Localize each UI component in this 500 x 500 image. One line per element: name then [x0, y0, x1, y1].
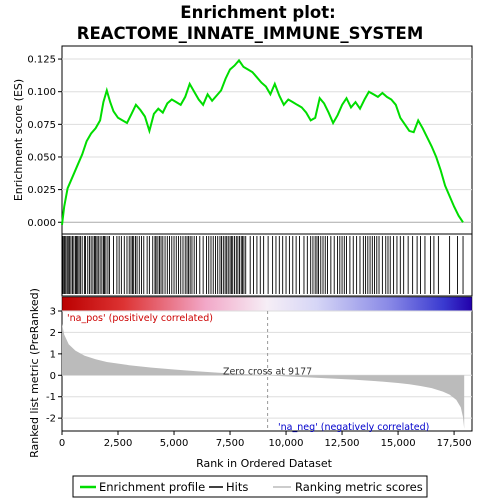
- zero-cross-label: Zero cross at 9177: [223, 366, 312, 377]
- metric-y-tick-label: 0: [50, 371, 56, 382]
- metric-y-tick-label: 2: [50, 328, 56, 339]
- es-panel-frame: [61, 45, 473, 235]
- es-y-tick-label: 0.100: [27, 87, 56, 98]
- es-y-tick-label: 0.000: [27, 218, 56, 229]
- x-tick-label: 15,000: [381, 438, 416, 449]
- es-y-tick-label: 0.050: [27, 152, 56, 163]
- x-tick-label: 10,000: [269, 438, 304, 449]
- metric-y-tick-label: 1: [50, 349, 56, 360]
- x-tick-label: 7,500: [216, 438, 245, 449]
- legend-metric-label: Ranking metric scores: [295, 480, 423, 494]
- es-y-axis-label: Enrichment score (ES): [12, 79, 25, 201]
- legend-hits-label: Hits: [226, 480, 248, 494]
- chart-title-line1: Enrichment plot:: [180, 3, 335, 22]
- metric-y-tick-label: -1: [46, 392, 56, 403]
- legend-box: [72, 475, 428, 498]
- negative-correlation-label: 'na_neg' (negatively correlated): [278, 422, 429, 433]
- chart-title-line2: REACTOME_INNATE_IMMUNE_SYSTEM: [77, 24, 423, 43]
- enrichment-profile-line: [61, 58, 464, 226]
- legend-enrichment-label: Enrichment profile: [99, 480, 205, 494]
- es-gridlines: [62, 58, 472, 223]
- es-y-tick-label: 0.025: [27, 185, 56, 196]
- x-tick-label: 12,500: [325, 438, 360, 449]
- metric-y-axis-label: Ranked list metric (PreRanked): [28, 288, 41, 458]
- metric-y-axis: -2 -1 0 1 2 3: [46, 307, 62, 425]
- x-axis: 0 2,500 5,000 7,500 10,000 12,500 15,000 17,500: [59, 431, 472, 449]
- x-axis-label: Rank in Ordered Dataset: [196, 457, 333, 470]
- hits-panel-frame: [61, 233, 473, 297]
- metric-y-tick-label: 3: [50, 307, 56, 318]
- x-tick-label: 17,500: [437, 438, 472, 449]
- ranking-color-bar: [61, 296, 473, 312]
- es-y-tick-label: 0.075: [27, 120, 56, 131]
- positive-correlation-label: 'na_pos' (positively correlated): [67, 313, 213, 324]
- es-y-axis: 0.000 0.025 0.050 0.075 0.100 0.125: [27, 55, 62, 229]
- hits-panel: [62, 236, 464, 294]
- metric-y-tick-label: -2: [46, 414, 56, 425]
- x-tick-label: 5,000: [160, 438, 189, 449]
- x-tick-label: 2,500: [104, 438, 133, 449]
- x-tick-label: 0: [59, 438, 65, 449]
- es-y-tick-label: 0.125: [27, 55, 56, 66]
- ranking-metric-area: [62, 323, 465, 429]
